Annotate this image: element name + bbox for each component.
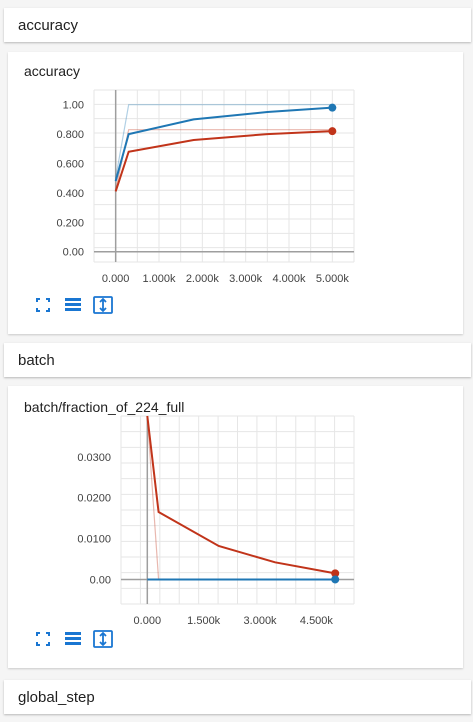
x-tick-label: 1.500k	[187, 615, 221, 627]
section-header-global-step[interactable]: global_step	[4, 680, 471, 714]
chart-card-batch: batch/fraction_of_224_full 0.00 0.0100 0.0…	[8, 386, 463, 668]
accuracy-chart[interactable]: 0.00 0.200 0.400 0.600 0.800 1.00 0.000 1.000k 2…	[8, 52, 463, 334]
y-tick-label: 0.0100	[77, 534, 111, 546]
section-title: global_step	[18, 689, 95, 706]
series-line	[114, 130, 333, 192]
y-tick-label: 0.200	[56, 217, 84, 229]
section-title: accuracy	[18, 17, 79, 34]
x-tick-label: 5.000k	[316, 273, 350, 285]
y-tick-label: 0.400	[56, 188, 84, 200]
section-title: batch	[18, 352, 55, 369]
y-tick-label: 0.0300	[77, 452, 111, 464]
fullscreen-icon[interactable]	[32, 294, 54, 316]
section-header-batch[interactable]: batch	[4, 343, 471, 377]
y-tick-label: 0.00	[90, 574, 111, 586]
y-tick-label: 0.0200	[77, 493, 111, 505]
x-tick-label: 4.500k	[300, 615, 334, 627]
x-tick-label: 4.000k	[272, 273, 306, 285]
x-tick-label: 3.000k	[229, 273, 263, 285]
list-icon[interactable]	[62, 294, 84, 316]
fullscreen-icon[interactable]	[32, 628, 54, 650]
fit-domain-icon[interactable]	[92, 294, 114, 316]
series-line	[115, 104, 333, 179]
batch-chart[interactable]: 0.00 0.0100 0.0200 0.0300 0.000 1.500k 3.000k 4…	[8, 386, 463, 668]
series-endpoint	[331, 569, 340, 578]
chart-card-accuracy: accuracy 0.00 0.200 0.400 0.600 0.800 1.00 0.0…	[8, 52, 463, 334]
chart-title: batch/fraction_of_224_full	[24, 399, 185, 415]
fit-domain-icon[interactable]	[92, 628, 114, 650]
series-line	[146, 415, 336, 575]
x-tick-label: 1.000k	[142, 273, 176, 285]
series-line	[114, 106, 333, 182]
series-endpoint	[331, 575, 340, 584]
x-tick-label: 0.000	[102, 273, 130, 285]
list-icon[interactable]	[62, 628, 84, 650]
section-header-accuracy[interactable]: accuracy	[4, 8, 471, 42]
series-endpoint	[328, 103, 337, 112]
series-line	[146, 415, 336, 581]
series-endpoint	[328, 127, 337, 136]
chart-title: accuracy	[24, 63, 81, 79]
y-tick-label: 0.600	[56, 159, 84, 171]
y-tick-label: 0.800	[56, 129, 84, 141]
x-tick-label: 3.000k	[244, 615, 278, 627]
x-tick-label: 0.000	[134, 615, 162, 627]
series-line	[115, 129, 333, 191]
x-tick-label: 2.000k	[186, 273, 220, 285]
y-tick-label: 0.00	[63, 247, 84, 259]
y-tick-label: 1.00	[63, 100, 84, 112]
